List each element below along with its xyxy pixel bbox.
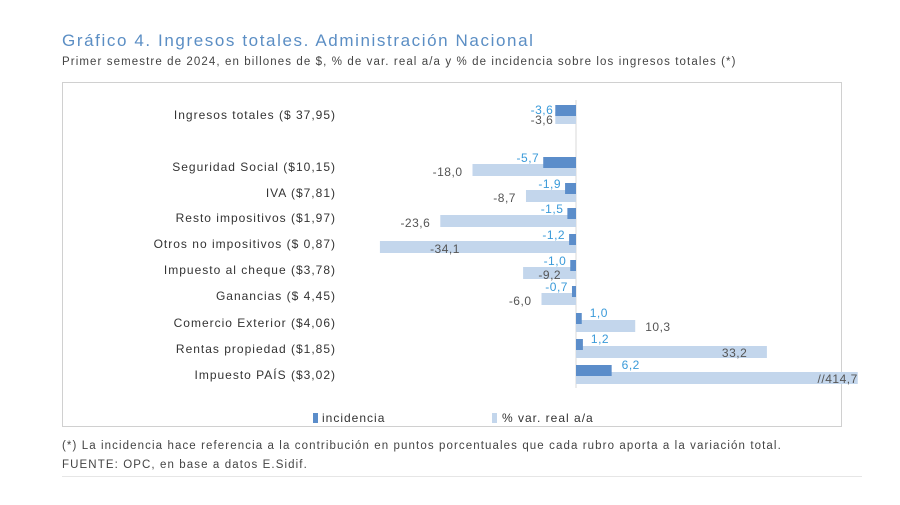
variacion-bar (576, 346, 767, 358)
legend: incidencia % var. real a/a (313, 411, 594, 425)
incidencia-bar (565, 183, 576, 194)
variacion-bar (541, 293, 576, 305)
incidencia-label: 1,0 (590, 306, 608, 320)
incidencia-label: -3,6 (531, 103, 554, 117)
variacion-label: -23,6 (400, 216, 430, 230)
incidencia-bar (569, 234, 576, 245)
variacion-bar (576, 372, 858, 384)
legend-label-incidencia: incidencia (322, 411, 385, 425)
category-label: Otros no impositivos ($ 0,87) (154, 237, 336, 251)
incidencia-label: 6,2 (622, 358, 640, 372)
category-label: Ganancias ($ 4,45) (216, 289, 336, 303)
legend-swatch-variacion (492, 413, 497, 423)
legend-label-variacion: % var. real a/a (502, 411, 594, 425)
chart-frame (62, 82, 842, 427)
incidencia-bar (543, 157, 576, 168)
incidencia-label: -5,7 (517, 151, 540, 165)
incidencia-bar (555, 105, 576, 116)
variacion-label: -18,0 (433, 165, 463, 179)
variacion-label: -9,2 (538, 268, 561, 282)
variacion-label: 10,3 (645, 320, 670, 334)
incidencia-label: -0,7 (545, 280, 568, 294)
incidencia-bar (571, 286, 576, 297)
incidencia-label: 1,2 (591, 332, 609, 346)
incidencia-label: -1,0 (544, 254, 567, 268)
incidencia-bar (570, 260, 576, 271)
category-label: Rentas propiedad ($1,85) (176, 342, 336, 356)
chart-subtitle: Primer semestre de 2024, en billones de … (62, 56, 737, 68)
variacion-label: 33,2 (722, 346, 747, 360)
incidencia-bar (567, 208, 576, 219)
variacion-label: -34,1 (430, 242, 460, 256)
category-label: Seguridad Social ($10,15) (172, 160, 336, 174)
variacion-bar (523, 267, 576, 279)
incidencia-bar (576, 339, 583, 350)
category-label: Comercio Exterior ($4,06) (174, 316, 336, 330)
chart-title: Gráfico 4. Ingresos totales. Administrac… (62, 31, 535, 50)
category-label: Impuesto al cheque ($3,78) (164, 263, 336, 277)
variacion-bar (379, 241, 576, 253)
variacion-label: -3,6 (531, 113, 554, 127)
variacion-label: -8,7 (493, 191, 516, 205)
legend-swatch-incidencia (313, 413, 318, 423)
variacion-bar (525, 190, 576, 202)
category-label: Impuesto PAÍS ($3,02) (194, 367, 336, 382)
incidencia-label: -1,2 (542, 228, 565, 242)
variacion-bar (576, 320, 636, 332)
category-label: IVA ($7,81) (266, 186, 336, 200)
category-label: Ingresos totales ($ 37,95) (174, 108, 336, 122)
variacion-label: -6,0 (509, 294, 532, 308)
incidencia-bar (576, 313, 582, 324)
incidencia-label: -1,9 (538, 177, 561, 191)
source-note: FUENTE: OPC, en base a datos E.Sidif. (62, 459, 308, 471)
footnote: (*) La incidencia hace referencia a la c… (62, 440, 782, 452)
incidencia-bar (576, 365, 612, 376)
incidencia-label: -1,5 (541, 202, 564, 216)
category-label: Resto impositivos ($1,97) (176, 211, 336, 225)
divider (62, 476, 862, 477)
variacion-bar (440, 215, 576, 227)
variacion-label: //414,7 (818, 372, 858, 386)
